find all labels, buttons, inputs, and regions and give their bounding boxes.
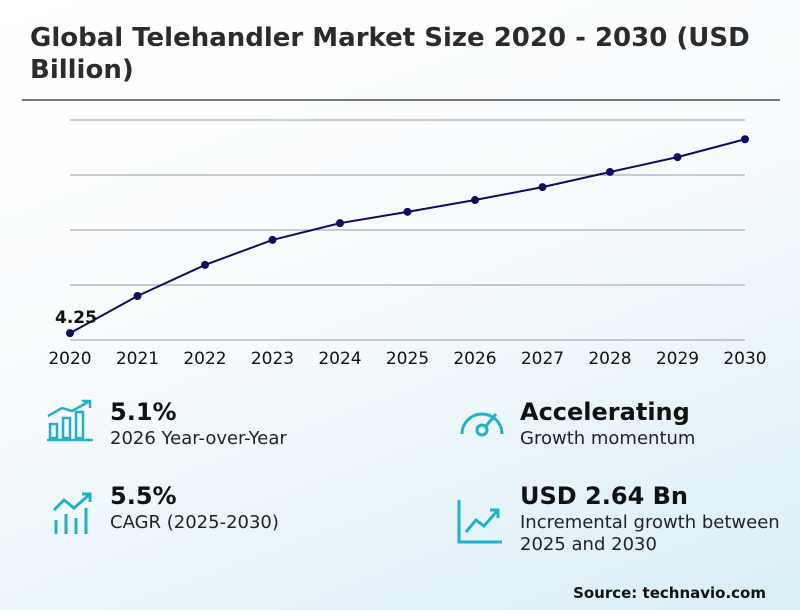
x-tick-label: 2027 [521,349,564,369]
line [69,138,746,335]
chart-title: Global Telehandler Market Size 2020 - 20… [30,23,750,85]
stat-label: CAGR (2025-2030) [110,512,279,533]
x-tick-label: 2030 [723,349,766,369]
trend-icon [52,492,92,534]
x-tick-label: 2028 [588,349,631,369]
stat-card: 5.5% CAGR (2025-2030) [110,482,430,534]
divider [22,99,780,101]
point [741,135,749,144]
stat-value: USD 2.64 Bn [520,482,688,510]
gauge-icon [460,412,504,437]
chart: 2020 2021 2022 2023 2024 2025 2026 2027 2028 2029… [48,119,767,369]
stat-card: Accelerating Growth momentum [520,398,780,450]
x-tick-label: 2023 [251,349,294,369]
stat-label: 2026 Year-over-Year [110,428,287,449]
x-tick-label: 2024 [318,349,361,369]
stat-value: 5.5% [110,482,177,510]
stat-card: 5.1% 2026 Year-over-Year [110,398,430,450]
point [538,183,547,192]
point [606,167,614,176]
stat-label: Incremental growth between 2025 and 2030 [520,512,780,555]
x-tick-label: 2026 [453,349,496,369]
stat-value: Accelerating [520,398,690,426]
point [268,235,277,244]
point [471,196,479,205]
data-label: 4.25 [55,308,97,328]
stat-value: 5.1% [110,398,177,426]
stat-card: USD 2.64 Bn Incremental growth between 2… [520,482,780,556]
chart-icon [457,500,502,544]
bar-growth-icon [47,399,93,442]
point [403,207,412,216]
point [201,260,209,269]
x-tick-label: 2029 [656,349,699,369]
point [336,219,344,228]
x-tick-label: 2020 [48,349,91,369]
x-tick-label: 2021 [116,349,159,369]
source: Source: technavio.com [573,584,766,602]
x-tick-label: 2025 [386,349,429,369]
point [673,153,682,162]
point [133,292,142,300]
stat-label: Growth momentum [520,428,696,449]
point [66,329,74,338]
x-tick-label: 2022 [183,349,226,369]
